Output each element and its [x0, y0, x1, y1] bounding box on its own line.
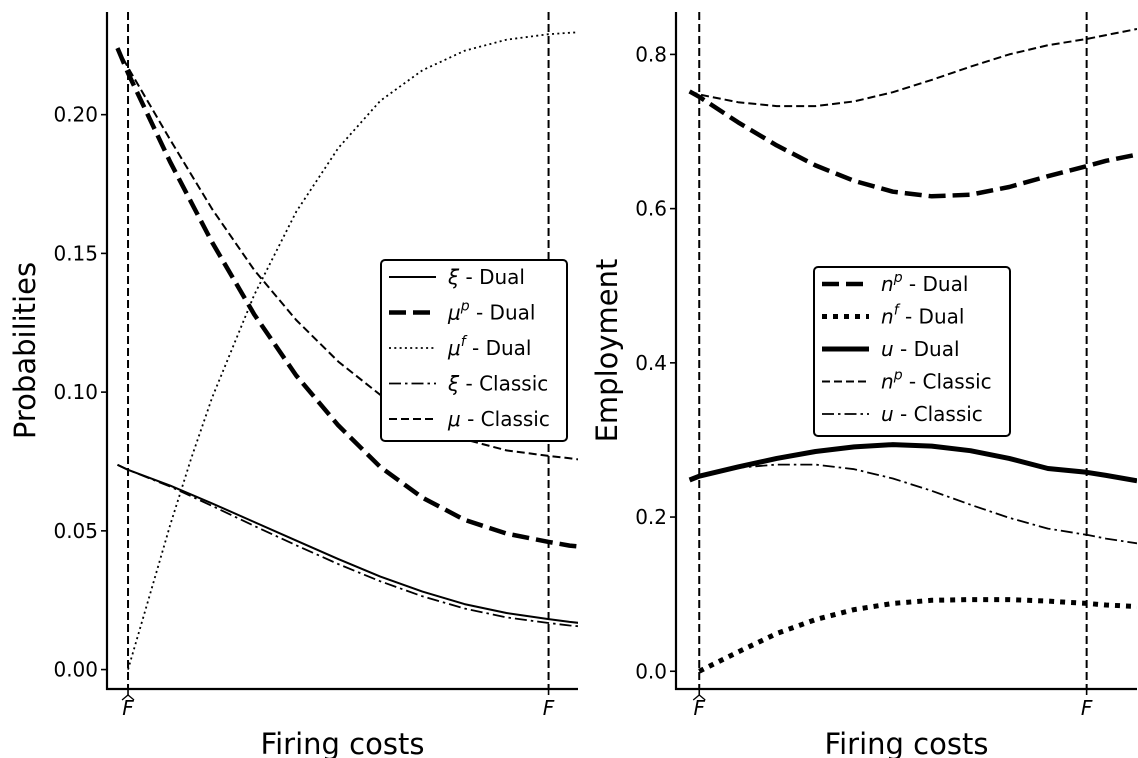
x-tick-label: F	[1081, 696, 1093, 720]
x-tick-label: F	[543, 696, 555, 720]
y-tick-label: 0.05	[53, 519, 98, 543]
hat-accent	[692, 694, 706, 701]
legend-label: u - Classic	[881, 402, 983, 426]
y-tick-label: 0.0	[635, 659, 667, 683]
y-tick-label: 0.6	[635, 197, 667, 221]
series-line-3	[688, 442, 1137, 484]
legend-label: ξ - Classic	[447, 372, 548, 396]
x-axis-label: Firing costs	[261, 727, 425, 758]
y-tick-label: 0.20	[53, 103, 98, 127]
series-line-5	[116, 47, 578, 461]
series-line-1	[688, 89, 1137, 199]
legend-label: μp - Dual	[447, 299, 535, 325]
legend-label: u - Dual	[881, 337, 960, 361]
legend: ξ - Dual μp - Dual μf - Dual ξ - Classic μ -…	[380, 259, 568, 442]
y-axis-label: Employment	[590, 259, 624, 443]
y-tick-label: 0.15	[53, 241, 98, 265]
legend-box	[380, 259, 568, 442]
series-line-2	[115, 47, 578, 549]
legend: np - Dual nf - Dual u - Dual np - Classic u …	[813, 266, 1011, 437]
series-line-1	[117, 463, 578, 624]
series-line-5	[689, 463, 1137, 545]
legend-label: μf - Dual	[447, 334, 532, 360]
x-tick-label: F	[122, 696, 134, 720]
x-axis-label: Firing costs	[825, 727, 989, 758]
series-line-4	[689, 28, 1137, 108]
y-tick-label: 0.2	[635, 505, 667, 529]
y-tick-label: 0.8	[635, 42, 667, 66]
x-tick-label: F	[693, 696, 705, 720]
legend-label: nf - Dual	[881, 303, 964, 329]
legend-box	[813, 266, 1011, 437]
legend-label: μ - Classic	[447, 407, 550, 431]
y-axis-label: Probabilities	[8, 262, 42, 439]
hat-accent	[121, 694, 135, 701]
legend-label: np - Classic	[881, 368, 992, 394]
series-line-2	[698, 597, 1137, 674]
y-tick-label: 0.4	[635, 351, 667, 375]
series-line-4	[117, 463, 578, 628]
y-tick-label: 0.10	[53, 380, 98, 404]
legend-label: np - Dual	[881, 270, 968, 296]
chart-2: 0.0 0.2 0.4 0.6 0.8 F F Firing costs Employment n…	[590, 12, 1137, 758]
chart-1: 0.00 0.05 0.10 0.15 0.20 F F Firing costs Probab…	[8, 12, 578, 758]
legend-label: ξ - Dual	[447, 265, 525, 289]
y-tick-label: 0.00	[53, 658, 98, 682]
